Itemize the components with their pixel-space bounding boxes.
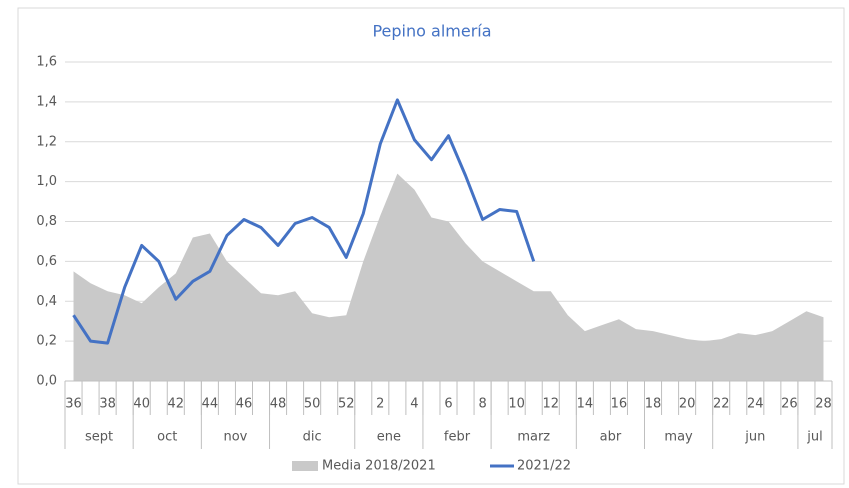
x-tick-label: 12 (542, 397, 559, 412)
x-tick-label: 40 (133, 397, 150, 412)
x-tick-label: 6 (444, 397, 452, 412)
month-label: jun (744, 430, 765, 445)
month-label: abr (600, 430, 622, 445)
line (72, 98, 536, 345)
x-tick-label: 10 (508, 397, 525, 412)
month-label: ene (377, 430, 401, 445)
y-tick-label: 1,0 (36, 174, 57, 189)
month-label: jul (806, 430, 822, 445)
legend-swatch (292, 461, 318, 471)
area (73, 173, 824, 381)
month-label: nov (223, 430, 247, 445)
y-tick-label: 0,2 (36, 334, 57, 349)
x-tick-label: 4 (410, 397, 418, 412)
x-tick-label: 16 (611, 397, 628, 412)
x-tick-label: 26 (781, 397, 798, 412)
x-tick-label: 22 (713, 397, 730, 412)
y-tick-label: 1,4 (36, 94, 57, 109)
x-tick-label: 52 (338, 397, 355, 412)
y-tick-label: 0,8 (36, 214, 57, 229)
legend-label: Media 2018/2021 (322, 459, 436, 474)
x-tick-label: 8 (478, 397, 486, 412)
x-tick-label: 48 (270, 397, 287, 412)
x-tick-label: 2 (376, 397, 384, 412)
month-label: may (664, 430, 693, 445)
month-label: dic (303, 430, 322, 445)
month-label: oct (157, 430, 177, 445)
month-label: marz (517, 430, 550, 445)
y-tick-label: 0,0 (36, 374, 57, 389)
x-tick-label: 38 (99, 397, 116, 412)
x-tick-label: 28 (815, 397, 832, 412)
x-tick-label: 44 (202, 397, 219, 412)
x-tick-label: 36 (65, 397, 82, 412)
y-tick-label: 1,2 (36, 134, 57, 149)
x-tick-label: 46 (236, 397, 253, 412)
chart-title: Pepino almería (372, 22, 491, 41)
month-label: febr (444, 430, 471, 445)
legend-label: 2021/22 (517, 459, 571, 474)
x-tick-label: 14 (577, 397, 594, 412)
y-tick-label: 1,6 (36, 55, 57, 70)
x-tick-label: 24 (747, 397, 764, 412)
x-tick-label: 42 (168, 397, 185, 412)
x-tick-label: 18 (645, 397, 662, 412)
month-label: sept (85, 430, 113, 445)
y-tick-label: 0,6 (36, 254, 57, 269)
x-tick-label: 50 (304, 397, 321, 412)
x-tick-label: 20 (679, 397, 696, 412)
y-tick-label: 0,4 (36, 294, 57, 309)
